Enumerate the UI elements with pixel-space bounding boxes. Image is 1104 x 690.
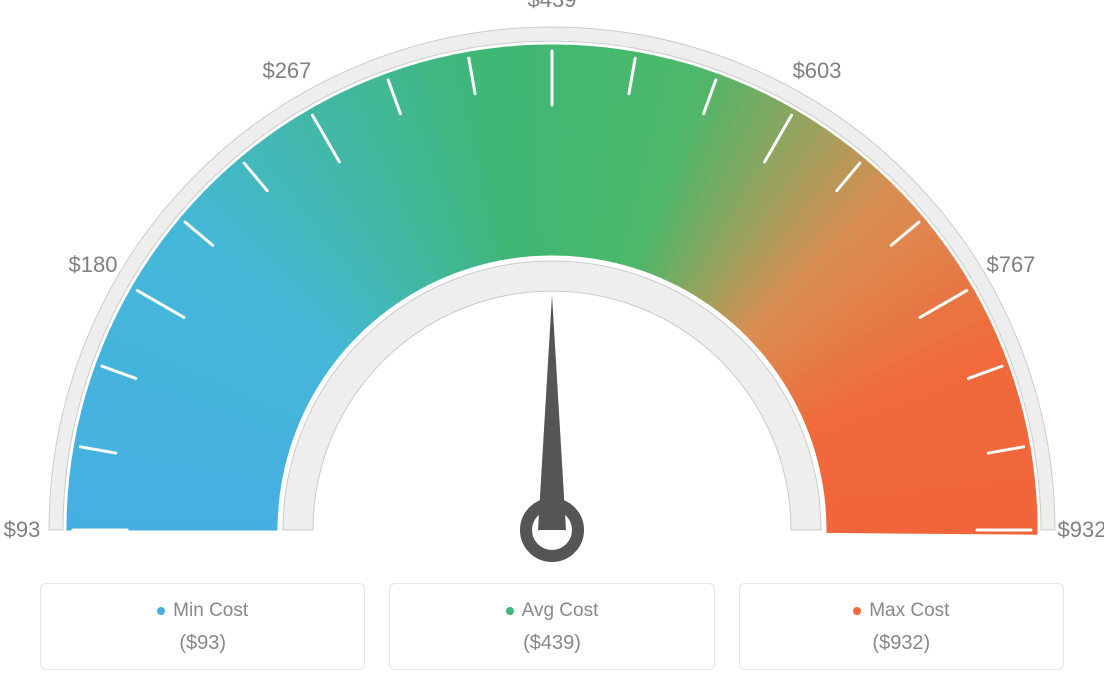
gauge-tick-label: $93 [4, 517, 41, 543]
legend-avg-label-text: Avg Cost [522, 600, 599, 621]
legend-min-dot [157, 607, 165, 615]
legend-avg-value: ($439) [400, 632, 703, 655]
gauge-tick-label: $767 [986, 252, 1035, 278]
gauge-tick-label: $180 [69, 252, 118, 278]
legend-max-value: ($932) [750, 632, 1053, 655]
gauge-tick-label: $439 [528, 0, 577, 13]
legend-avg-dot [506, 607, 514, 615]
legend-max-label-text: Max Cost [869, 600, 949, 621]
gauge-tick-label: $267 [262, 58, 311, 84]
gauge-chart-container: $93 $180 $267 $439 $603 $767 $932 Min Cost ($9… [0, 0, 1104, 690]
legend-min-box: Min Cost ($93) [40, 583, 365, 670]
legend-max-label: Max Cost [750, 600, 1053, 622]
gauge-area: $93 $180 $267 $439 $603 $767 $932 [0, 0, 1104, 570]
legend-avg-label: Avg Cost [400, 600, 703, 622]
legend-row: Min Cost ($93) Avg Cost ($439) Max Cost … [40, 583, 1064, 670]
legend-max-dot [853, 607, 861, 615]
gauge-tick-label: $932 [1058, 517, 1104, 543]
legend-min-label-text: Min Cost [173, 600, 248, 621]
legend-min-value: ($93) [51, 632, 354, 655]
gauge-tick-label: $603 [793, 58, 842, 84]
legend-max-box: Max Cost ($932) [739, 583, 1064, 670]
legend-avg-box: Avg Cost ($439) [389, 583, 714, 670]
legend-min-label: Min Cost [51, 600, 354, 622]
gauge-svg [0, 0, 1104, 570]
